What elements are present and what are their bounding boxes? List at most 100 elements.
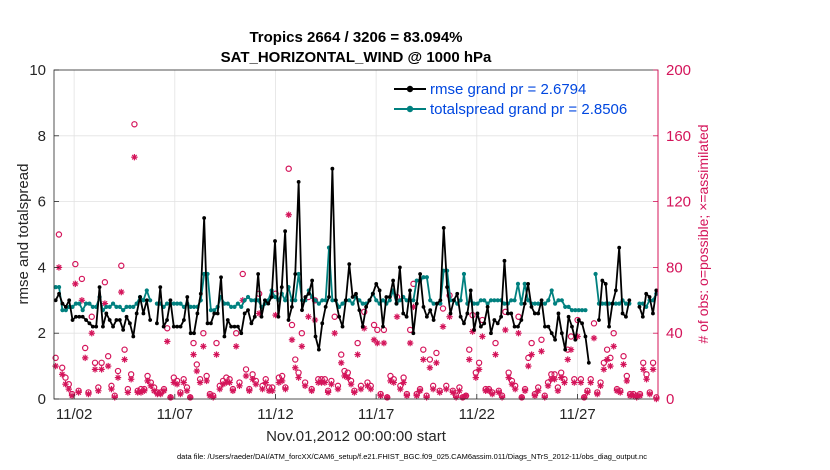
series-point — [310, 278, 315, 283]
series-point — [323, 304, 328, 309]
x-tick-label: 11/27 — [559, 406, 595, 423]
series-point — [320, 321, 325, 326]
series-point — [529, 304, 534, 309]
series-point — [77, 314, 82, 319]
obs-possible-marker — [104, 353, 112, 360]
obs-assimilated-marker — [118, 288, 125, 296]
series-point — [637, 301, 642, 306]
series-point — [381, 324, 385, 329]
series-point — [259, 314, 264, 319]
obs-possible-marker — [200, 330, 207, 337]
series-point — [580, 321, 584, 326]
series-point — [283, 229, 288, 234]
series-point — [232, 324, 237, 329]
series-point — [158, 285, 163, 290]
obs-assimilated-marker — [603, 356, 611, 363]
obs-assimilated-marker — [203, 377, 210, 385]
obs-assimilated-marker — [528, 351, 535, 358]
series-point — [80, 308, 85, 313]
series-point — [424, 314, 429, 319]
series-point — [475, 301, 480, 306]
obs-possible-marker — [439, 305, 447, 312]
obs-assimilated-marker — [52, 362, 59, 370]
obs-assimilated-marker — [423, 394, 430, 401]
series-point — [127, 304, 133, 309]
series-point — [144, 298, 149, 303]
obs-assimilated-marker — [420, 356, 427, 363]
series-point — [536, 301, 541, 306]
series-point — [262, 298, 267, 303]
series-point — [512, 324, 517, 329]
series-line-segment — [598, 246, 631, 328]
series-point — [610, 301, 615, 306]
obs-assimilated-marker — [213, 351, 220, 358]
obs-assimilated-marker — [301, 382, 309, 390]
series-point — [624, 314, 628, 319]
obs-possible-marker — [640, 359, 647, 367]
series-point — [502, 258, 507, 263]
series-point — [485, 304, 490, 309]
obs-assimilated-marker — [400, 379, 407, 386]
x-tick-label: 11/07 — [157, 406, 193, 423]
series-point — [397, 298, 402, 303]
series-point — [340, 324, 345, 329]
y-axis-right: 0 40 80 120 160 200 — [653, 62, 691, 408]
obs-assimilated-marker — [397, 385, 404, 393]
obs-assimilated-marker — [200, 343, 207, 350]
obs-possible-marker — [193, 361, 200, 368]
series-point — [515, 281, 521, 286]
series-point — [360, 301, 365, 306]
obs-possible-marker — [232, 330, 240, 337]
series-point — [148, 298, 153, 303]
y-left-tick-label: 6 — [38, 194, 46, 211]
series-point — [57, 291, 61, 296]
obs-assimilated-marker — [121, 356, 128, 363]
series-point — [212, 311, 217, 316]
series-point — [546, 298, 551, 303]
series-point — [286, 318, 291, 322]
series-point — [543, 324, 547, 329]
series-point — [512, 298, 517, 303]
series-point — [455, 291, 460, 296]
obs-possible-marker — [72, 260, 79, 268]
obs-possible-marker — [354, 339, 361, 347]
obs-possible-marker — [292, 356, 299, 363]
obs-possible-marker — [649, 359, 657, 367]
obs-assimilated-marker — [252, 380, 260, 388]
series-point — [273, 239, 277, 243]
series-point — [164, 301, 170, 306]
series-point — [225, 301, 230, 306]
series-point — [380, 298, 386, 303]
series-point — [428, 308, 433, 313]
obs-possible-marker — [620, 353, 627, 360]
obs-assimilated-marker — [554, 387, 562, 394]
series-point — [559, 298, 564, 303]
series-point — [411, 331, 416, 336]
obs-assimilated-marker — [623, 377, 631, 385]
series-point — [239, 304, 244, 309]
obs-assimilated-marker — [282, 385, 289, 393]
obs-assimilated-marker — [344, 374, 351, 381]
series-point — [613, 301, 618, 306]
obs-assimilated-marker — [580, 394, 588, 401]
obs-assimilated-marker — [78, 297, 86, 304]
obs-assimilated-marker — [91, 366, 99, 373]
obs-possible-marker — [131, 121, 138, 128]
obs-assimilated-marker — [495, 389, 502, 396]
series-point — [600, 278, 605, 283]
series-point — [283, 298, 288, 303]
series-point — [117, 304, 122, 309]
obs-assimilated-marker — [331, 330, 338, 337]
obs-assimilated-marker — [285, 211, 292, 218]
series-point — [114, 318, 119, 322]
series-point — [637, 304, 642, 309]
obs-assimilated-marker — [416, 387, 424, 394]
series-point — [583, 334, 588, 339]
series-point — [516, 324, 520, 329]
series-point — [499, 314, 503, 319]
series-point — [566, 304, 571, 309]
obs-assimilated-marker — [246, 387, 253, 394]
obs-possible-marker — [288, 321, 296, 329]
y-left-tick-label: 4 — [38, 259, 46, 276]
obs-assimilated-marker — [108, 385, 115, 393]
